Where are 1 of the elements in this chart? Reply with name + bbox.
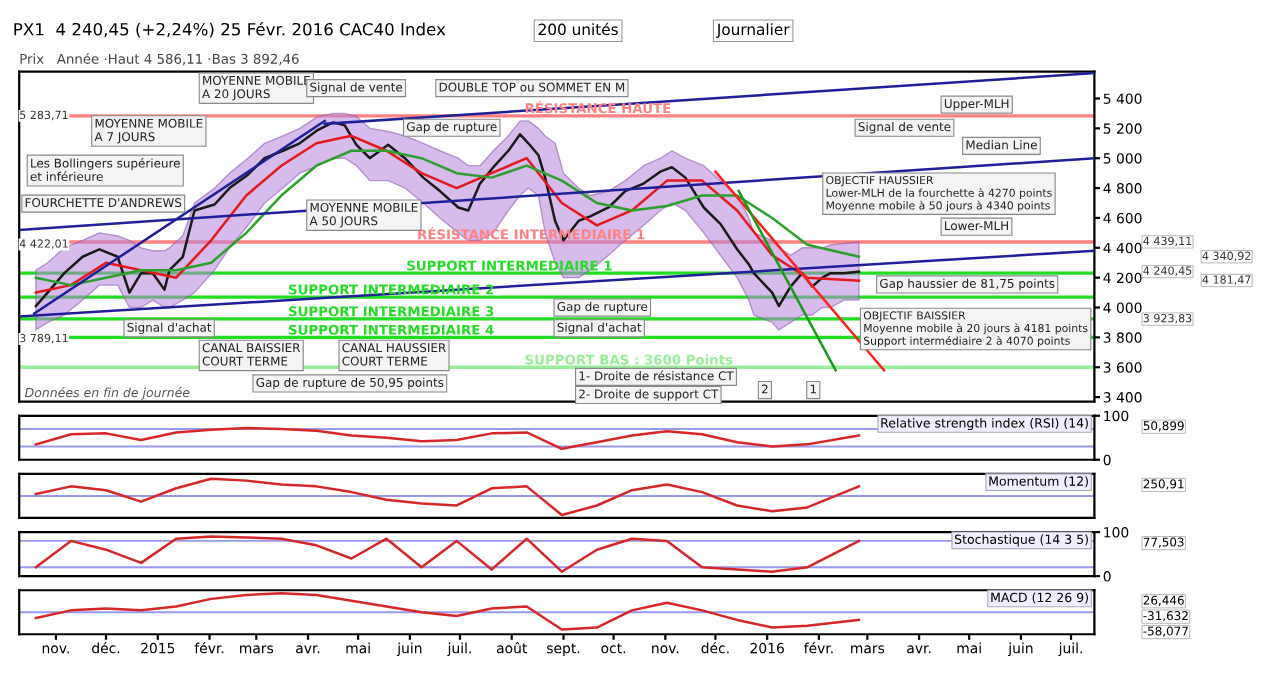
chart-title: PX1 4 240,45 (+2,24%) 25 Févr. 2016 CAC40 Index (14, 21, 446, 38)
